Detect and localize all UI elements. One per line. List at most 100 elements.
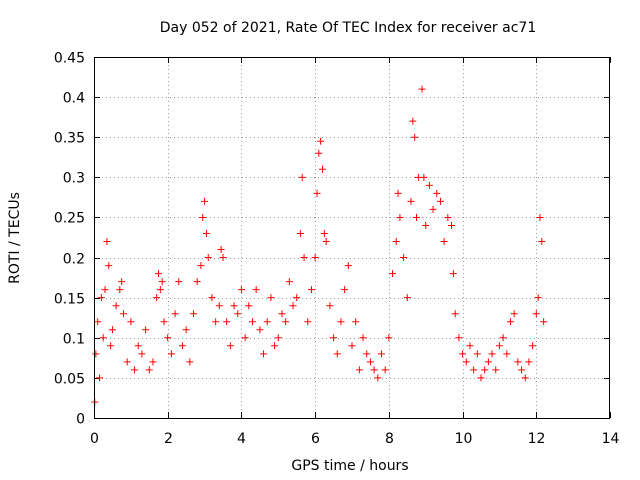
data-point (101, 286, 109, 294)
data-point (521, 374, 529, 382)
data-point (311, 254, 319, 262)
x-axis-label: GPS time / hours (291, 458, 408, 474)
data-point (348, 342, 356, 350)
data-point (153, 294, 161, 302)
data-point (385, 334, 393, 342)
data-point (138, 350, 146, 358)
data-point (534, 294, 542, 302)
data-point (538, 238, 546, 246)
data-point (363, 350, 371, 358)
data-point (226, 342, 234, 350)
data-point (473, 350, 481, 358)
y-tick-label: 0.45 (54, 51, 85, 67)
data-point (178, 342, 186, 350)
data-point (344, 262, 352, 270)
data-point (131, 366, 139, 374)
data-point (215, 302, 223, 310)
data-point (396, 213, 404, 221)
data-point (142, 326, 150, 334)
data-point (127, 318, 135, 326)
x-tick-label: 2 (164, 431, 173, 447)
data-point (470, 366, 478, 374)
data-point (145, 366, 153, 374)
data-point (341, 286, 349, 294)
data-point (317, 137, 325, 145)
data-point (319, 165, 327, 173)
data-point (477, 374, 485, 382)
data-point (389, 270, 397, 278)
data-point (241, 334, 249, 342)
data-point (164, 334, 172, 342)
data-point (370, 366, 378, 374)
y-tick-label: 0 (76, 412, 85, 428)
data-point (300, 254, 308, 262)
y-tick-label: 0.3 (63, 171, 85, 187)
data-point (263, 318, 271, 326)
data-point (440, 238, 448, 246)
x-tick-label: 8 (385, 431, 394, 447)
y-tick-label: 0.35 (54, 131, 85, 147)
data-point (366, 358, 374, 366)
data-point (116, 286, 124, 294)
data-point (293, 294, 301, 302)
data-point (484, 358, 492, 366)
data-point (425, 181, 433, 189)
data-point (436, 197, 444, 205)
data-point (407, 197, 415, 205)
data-point (190, 310, 198, 318)
data-point (223, 318, 231, 326)
x-tick-label: 6 (311, 431, 320, 447)
data-point (449, 270, 457, 278)
data-point (532, 310, 540, 318)
data-point (495, 342, 503, 350)
data-point (510, 310, 518, 318)
data-point (518, 366, 526, 374)
data-point (403, 294, 411, 302)
data-point (267, 294, 275, 302)
data-point (97, 294, 105, 302)
x-tick-label: 10 (455, 431, 473, 447)
data-point (201, 197, 209, 205)
data-point (459, 350, 467, 358)
y-tick-label: 0.25 (54, 211, 85, 227)
data-point (285, 278, 293, 286)
data-point (278, 310, 286, 318)
data-point (418, 85, 426, 93)
data-point (536, 213, 544, 221)
data-point (337, 318, 345, 326)
data-point (313, 189, 321, 197)
data-point (315, 149, 323, 157)
data-point (525, 358, 533, 366)
data-point (540, 318, 548, 326)
data-point (352, 318, 360, 326)
data-point (256, 326, 264, 334)
data-point (462, 358, 470, 366)
data-point (186, 358, 194, 366)
data-point (167, 350, 175, 358)
data-point (107, 342, 115, 350)
chart-title: Day 052 of 2021, Rate Of TEC Index for r… (160, 20, 536, 36)
data-point (377, 350, 385, 358)
x-tick-label: 12 (528, 431, 546, 447)
data-point (330, 334, 338, 342)
axis-ticks: 0 2 4 6 8 10 12 14 0 0.05 0.1 0.15 0.2 0.25 0.3 0.35 0.4… (54, 51, 620, 448)
data-point (248, 318, 256, 326)
data-point (488, 350, 496, 358)
data-point (304, 318, 312, 326)
data-point (411, 133, 419, 141)
data-point (320, 229, 328, 237)
x-tick-label: 14 (602, 431, 620, 447)
data-point (298, 173, 306, 181)
y-tick-label: 0.05 (54, 372, 85, 388)
data-point (296, 229, 304, 237)
data-point (182, 326, 190, 334)
data-point (409, 117, 417, 125)
data-point (149, 358, 157, 366)
x-tick-label: 0 (90, 431, 99, 447)
data-point (392, 238, 400, 246)
data-point (156, 286, 164, 294)
data-point (307, 286, 315, 294)
data-point (420, 173, 428, 181)
data-point (155, 270, 162, 278)
data-point (499, 334, 507, 342)
